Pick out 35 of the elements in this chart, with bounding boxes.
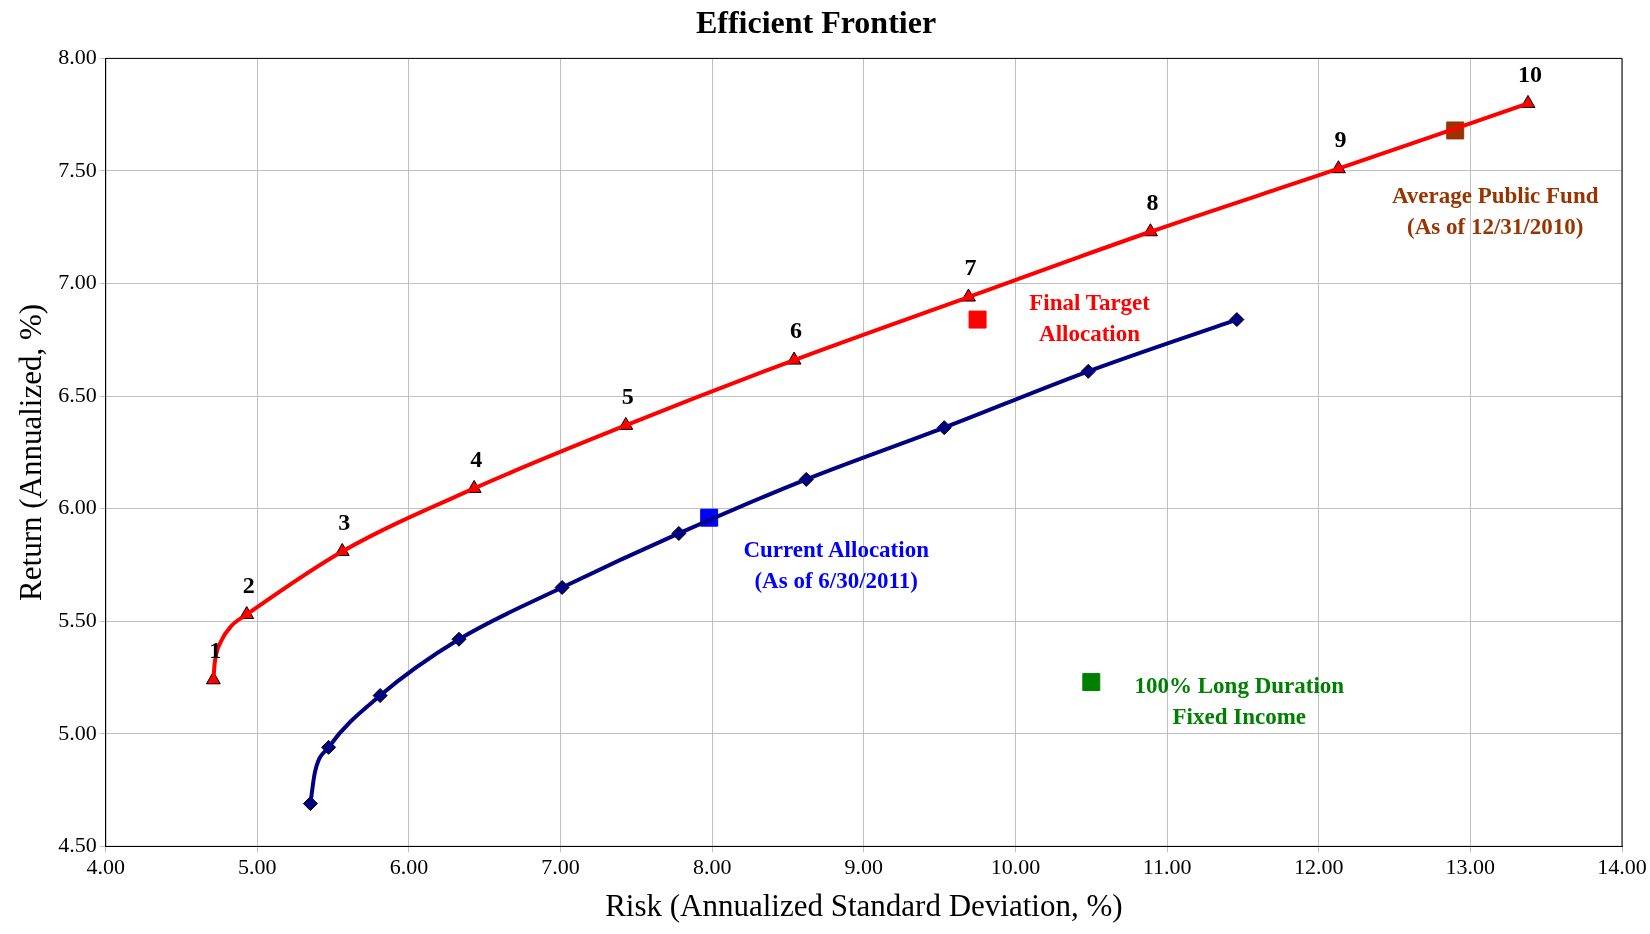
annotation: 10 [1517,60,1542,87]
x-tick-label: 13.00 [1445,854,1496,880]
annotation: 3 [338,508,351,535]
y-axis-title: Return (Annualized, %) [12,303,48,601]
x-tick-label: 8.00 [692,854,732,880]
series-label: Final Target Allocation [1029,289,1151,346]
x-tick-label: 5.00 [238,854,277,880]
y-tick-label: 7.00 [58,269,97,295]
text: Average Public Fund (As of 12/31/2010) [1391,183,1599,240]
x-tick-label: 12.00 [1293,854,1344,880]
point [968,310,987,329]
annotation: 6 [790,317,803,344]
series-label: Current Allocation (As of 6/30/2011) [743,536,930,593]
x-axis-title: Risk (Annualized Standard Deviation, %) [605,887,1123,923]
annotation: 7 [964,254,977,281]
y-tick-label: 5.50 [58,607,97,633]
annotation: 2 [242,571,255,598]
y-tick-label: 7.50 [58,156,97,182]
chart-title: Efficient Frontier [695,4,937,41]
annotation: 9 [1334,125,1347,152]
annotation: 4 [470,445,483,472]
y-tick-label: 6.00 [58,494,97,520]
x-tick-label: 9.00 [844,854,884,880]
y-tick-label: 8.00 [58,44,97,70]
annotation: 8 [1146,188,1159,215]
y-tick-label: 6.50 [58,381,97,407]
point [1082,673,1101,692]
annotation: 5 [621,382,634,409]
x-tick-label: 14.00 [1597,854,1647,880]
x-tick-label: 7.00 [541,854,580,880]
series-label: 100% Long Duration Fixed Income [1134,672,1345,729]
x-tick-label: 6.00 [389,854,429,880]
x-tick-label: 11.00 [1142,854,1192,880]
x-tick-label: 10.00 [990,854,1041,880]
y-tick-label: 5.00 [58,719,97,745]
